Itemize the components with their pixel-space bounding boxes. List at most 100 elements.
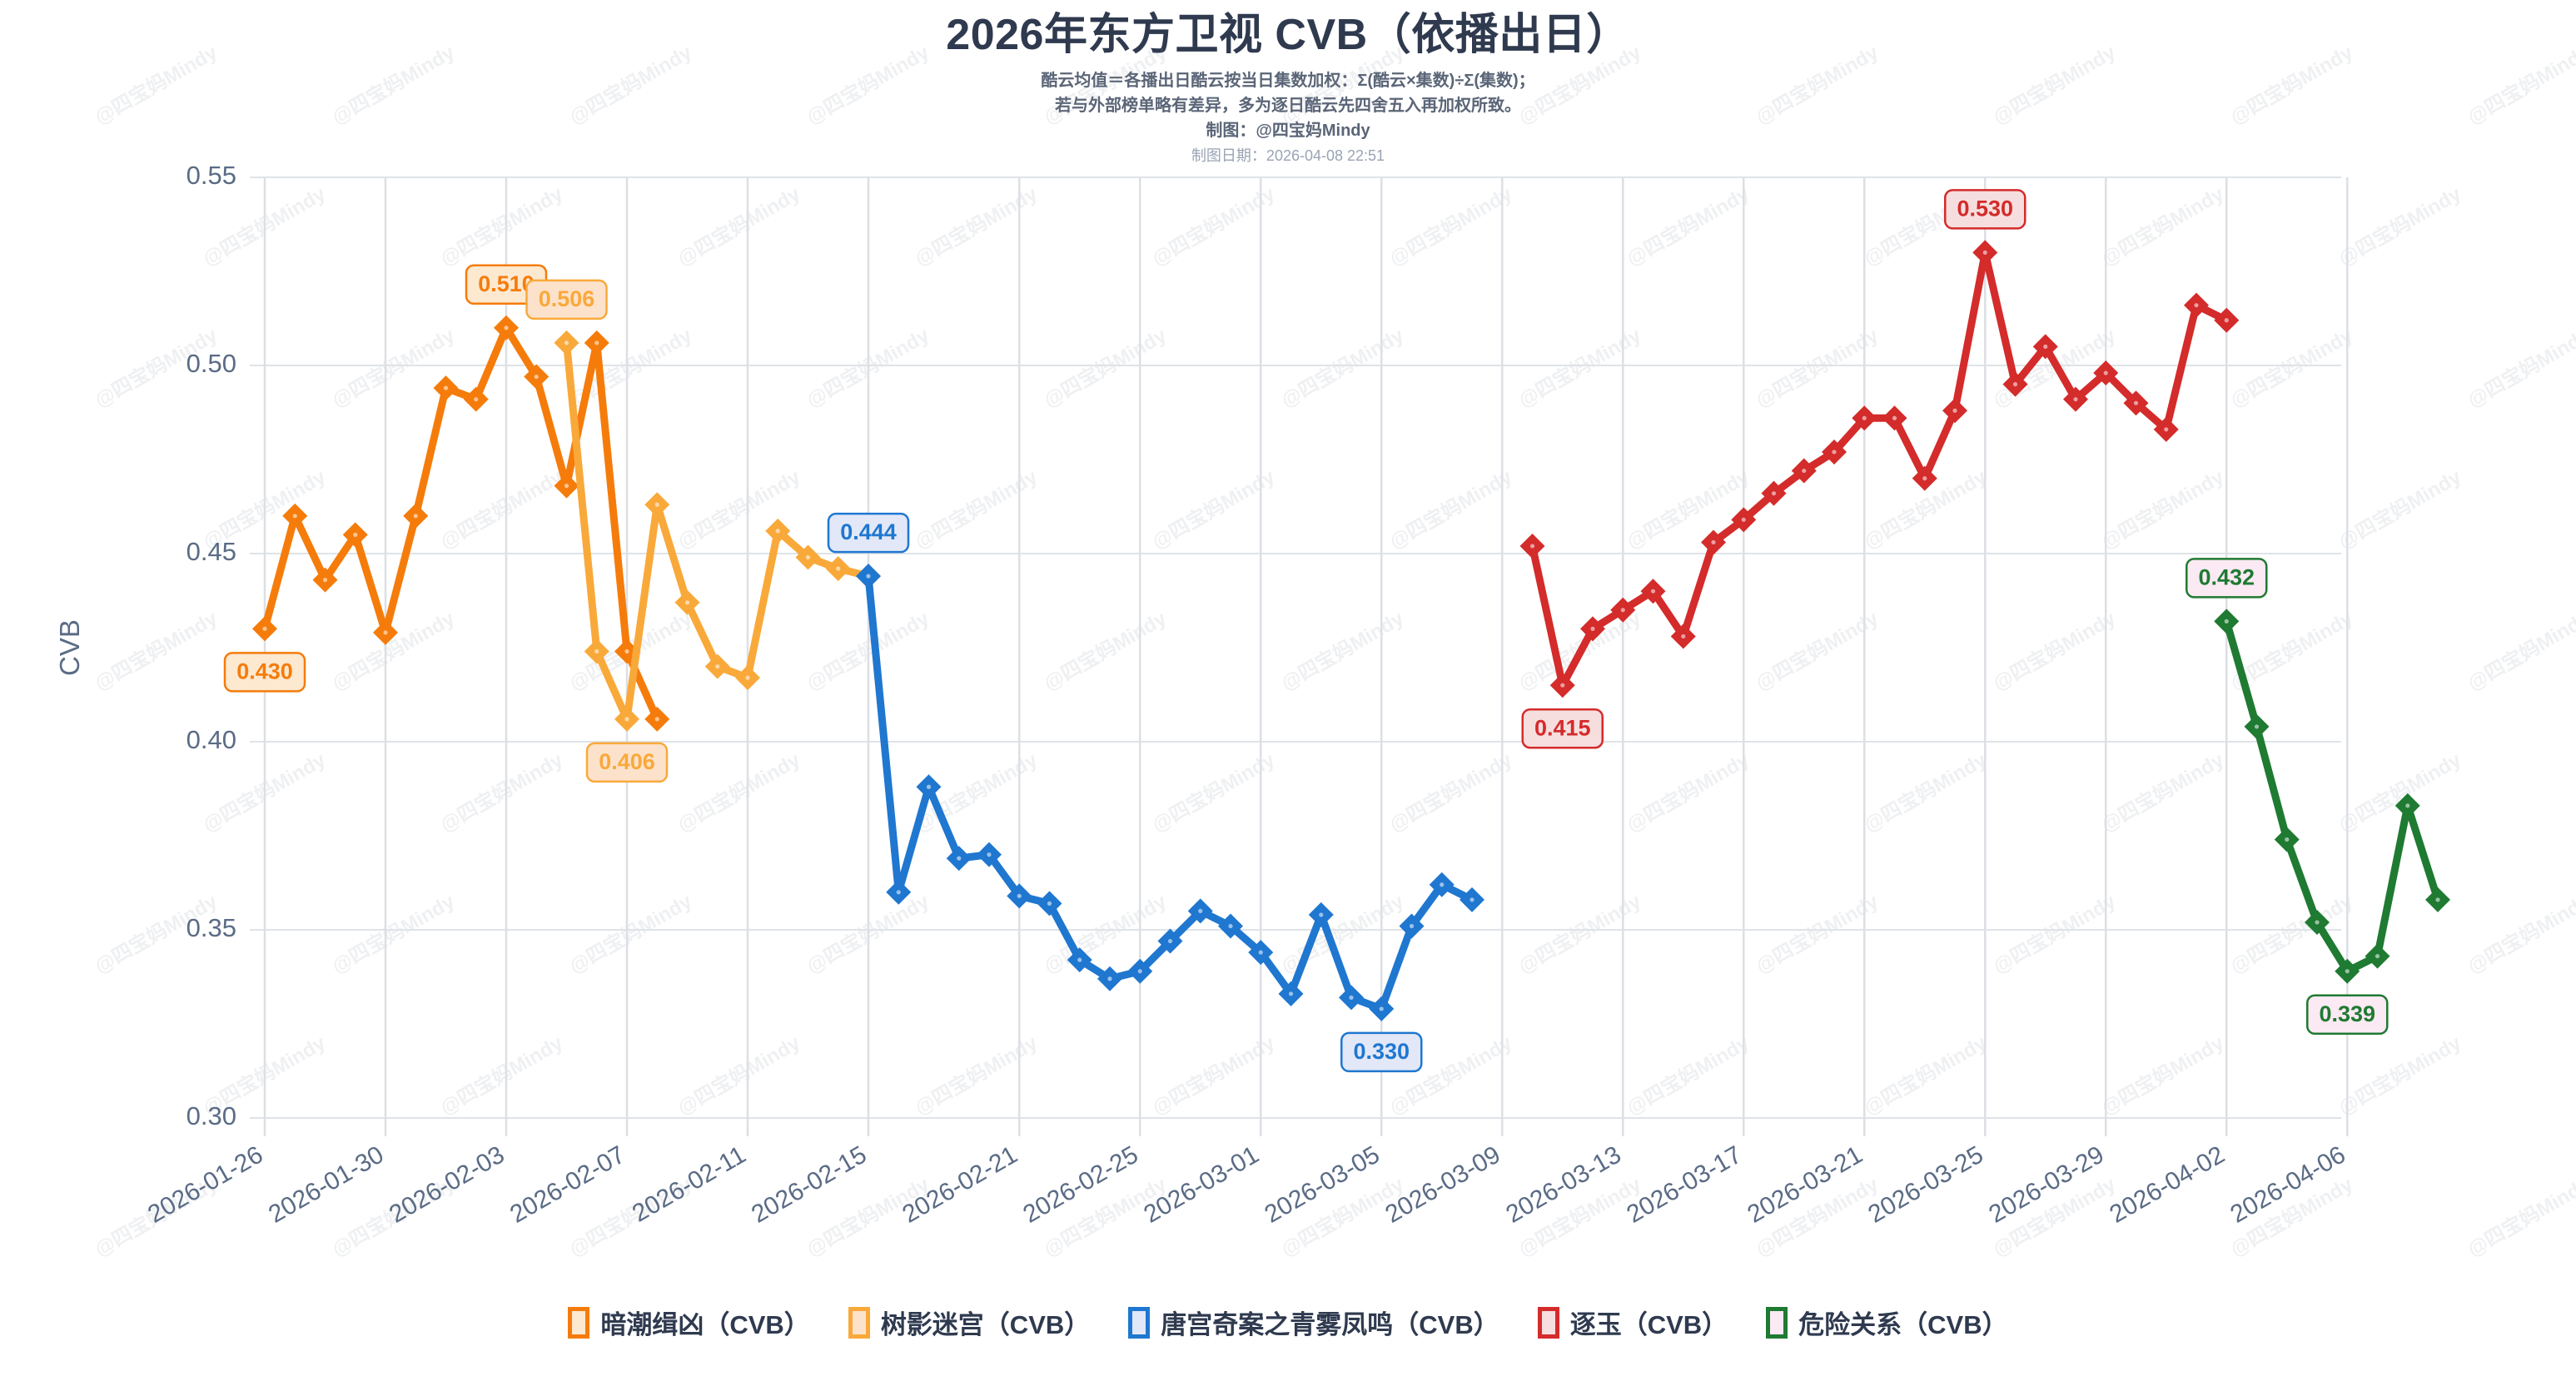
series-point-center (1560, 683, 1565, 688)
series-point-center (624, 648, 629, 654)
watermark-text: @四宝妈Mindy (2464, 323, 2576, 412)
legend-item[interactable]: 逐玉（CVB） (1537, 1304, 1728, 1341)
series-point-center (1198, 908, 1203, 913)
series-point-center (564, 484, 569, 489)
series-point-center (1137, 969, 1142, 974)
data-label: 0.406 (585, 742, 669, 783)
subtitle-line-2: 若与外部榜单略有差异，多为逐日酷云先四舍五入再加权所致。 (1055, 97, 1521, 115)
series-point-center (896, 890, 901, 895)
x-axis-tick-label: 2026-04-02 (2105, 1140, 2229, 1228)
data-label-value: 0.432 (2198, 564, 2255, 589)
data-label-value: 0.415 (1534, 715, 1591, 740)
legend-swatch-icon (568, 1306, 590, 1339)
x-axis-tick-label: 2026-03-25 (1863, 1140, 1987, 1228)
watermark-text: @四宝妈Mindy (1385, 181, 1516, 271)
series-point-center (1379, 1006, 1384, 1011)
series-point-center (1650, 589, 1656, 594)
series-point-center (1167, 938, 1173, 944)
data-label-value: 0.406 (599, 749, 655, 774)
series-point-center (654, 502, 659, 507)
y-axis-tick-label: 0.45 (186, 537, 236, 566)
series-point-center (262, 626, 267, 632)
watermark-text: @四宝妈Mindy (328, 323, 459, 412)
chart-legend: 暗潮缉凶（CVB） 树影迷宫（CVB） 唐宫奇案之青雾凤鸣（CVB） 逐玉（CVB） 危… (0, 1304, 2576, 1341)
y-axis-tick-label: 0.50 (186, 349, 236, 378)
watermark-text: @四宝妈Mindy (674, 748, 804, 837)
legend-item-label: 唐宫奇案之青雾凤鸣（CVB） (1161, 1310, 1499, 1339)
series-point-center (1319, 912, 1324, 917)
watermark-text: @四宝妈Mindy (2572, 748, 2576, 837)
series-point-center (684, 600, 690, 605)
series-point-center (775, 529, 780, 534)
data-label: 0.415 (1521, 708, 1604, 749)
x-axis-tick-label: 2026-02-11 (628, 1140, 750, 1227)
series-point-center (2405, 803, 2410, 808)
series-point-center (715, 664, 720, 669)
data-label-value: 0.339 (2319, 1001, 2375, 1026)
watermark-text: @四宝妈Mindy (2464, 889, 2576, 978)
series-point-center (2345, 969, 2350, 974)
data-label-box (2186, 558, 2268, 599)
watermark-text: @四宝妈Mindy (1040, 40, 1171, 129)
series-point-center (987, 852, 992, 857)
watermark-text: @四宝妈Mindy (1514, 323, 1645, 412)
axis-layer: 0.300.350.400.450.500.55CVB2026-01-26202… (54, 161, 2350, 1229)
watermark-text: @四宝妈Mindy (1148, 1031, 1279, 1120)
series-point-center (504, 325, 509, 330)
series-point-center (2375, 954, 2380, 959)
chart-series: 0.415 0.530 (1519, 189, 2240, 749)
watermark-text: @四宝妈Mindy (91, 40, 221, 129)
series-point-center (474, 397, 479, 402)
watermark-text: @四宝妈Mindy (2335, 1031, 2465, 1120)
x-axis-tick-label: 2026-02-03 (385, 1140, 509, 1228)
series-point-center (1741, 517, 1746, 522)
watermark-text: @四宝妈Mindy (328, 40, 459, 129)
y-axis-tick-label: 0.30 (186, 1101, 236, 1130)
series-point-center (1107, 976, 1112, 981)
legend-item[interactable]: 唐宫奇案之青雾凤鸣（CVB） (1128, 1304, 1499, 1341)
watermark-text: @四宝妈Mindy (1277, 323, 1408, 412)
watermark-text: @四宝妈Mindy (1623, 181, 1753, 271)
series-point-center (745, 675, 750, 680)
watermark-text: @四宝妈Mindy (1623, 465, 1753, 554)
series-point-center (2164, 427, 2169, 432)
data-label: 0.430 (223, 652, 306, 693)
watermark-text: @四宝妈Mindy (2097, 1031, 2228, 1120)
series-point-center (1922, 476, 1927, 481)
watermark-text: @四宝妈Mindy (2464, 40, 2576, 129)
watermark-text: @四宝妈Mindy (2572, 1031, 2576, 1120)
watermark-text: @四宝妈Mindy (1623, 1031, 1753, 1120)
series-point-center (957, 856, 962, 861)
series-point-center (292, 514, 297, 519)
chart-series: 0.444 0.330 (827, 512, 1484, 1073)
data-label-box (525, 279, 608, 320)
data-label-value: 0.506 (539, 286, 595, 311)
subtitle-block: 酷云均值＝各播出日酷云按当日集数加权：Σ(酷云×集数)÷Σ(集数)； 若与外部榜… (0, 68, 2576, 167)
y-axis-tick-label: 0.55 (186, 161, 236, 190)
series-point-center (2133, 400, 2139, 405)
watermark-text: @四宝妈Mindy (911, 465, 1042, 554)
watermark-text: @四宝妈Mindy (2226, 323, 2357, 412)
x-axis-tick-label: 2026-01-26 (143, 1140, 267, 1228)
legend-swatch-icon (1537, 1306, 1559, 1339)
watermark-text: @四宝妈Mindy (1989, 40, 2120, 129)
series-point-center (443, 385, 449, 390)
watermark-text: @四宝妈Mindy (2572, 181, 2576, 271)
legend-item[interactable]: 暗潮缉凶（CVB） (568, 1304, 810, 1341)
data-label: 0.444 (827, 512, 910, 554)
series-point-center (2043, 344, 2048, 349)
legend-item[interactable]: 危险关系（CVB） (1766, 1304, 2008, 1341)
series-point-center (353, 532, 358, 538)
y-axis-title: CVB (54, 619, 85, 676)
series-point-center (1440, 882, 1445, 887)
series-point-center (2224, 619, 2229, 623)
watermark-text: @四宝妈Mindy (1752, 323, 1882, 412)
legend-swatch-icon (1766, 1306, 1788, 1339)
series-point-center (413, 514, 418, 519)
series-point-center (1529, 544, 1535, 549)
legend-item[interactable]: 树影迷宫（CVB） (848, 1304, 1090, 1341)
data-label-box (2306, 994, 2389, 1035)
watermark-text: @四宝妈Mindy (1385, 465, 1516, 554)
data-label-box (827, 512, 910, 554)
chart-series: 0.432 0.339 (2186, 558, 2450, 1035)
